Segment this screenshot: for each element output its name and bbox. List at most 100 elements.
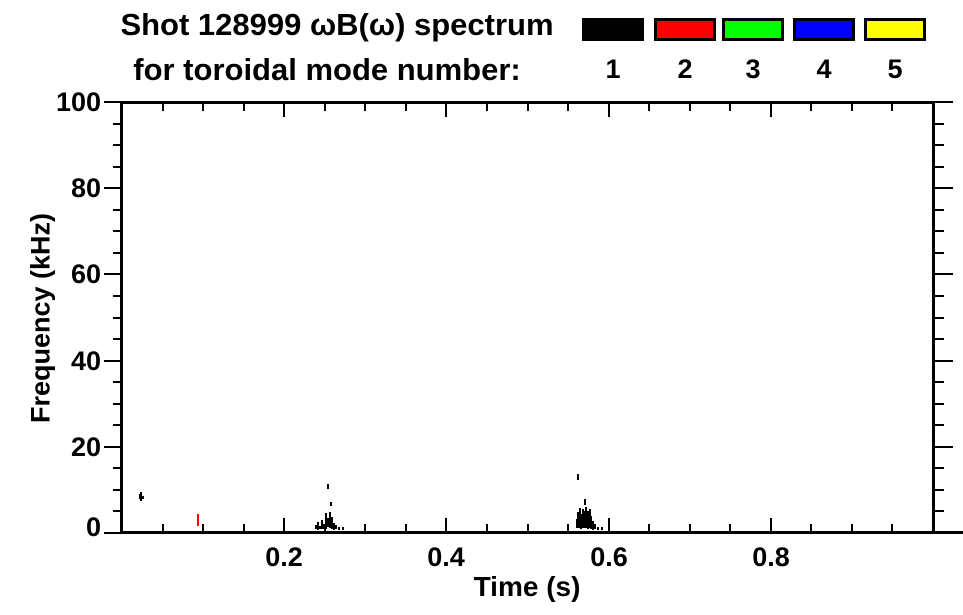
data-mark-n=1 <box>577 512 579 528</box>
axis-line-top <box>120 101 935 104</box>
x-minor-tick-top <box>324 104 326 111</box>
legend-label-2: 2 <box>677 54 693 84</box>
y-major-tick <box>104 273 122 275</box>
x-minor-tick-top <box>162 104 164 111</box>
y-minor-tick-right <box>935 510 944 512</box>
data-mark-n=1 <box>585 507 587 528</box>
y-minor-tick <box>113 144 122 146</box>
axis-line-right <box>932 101 935 534</box>
data-mark-n=1 <box>329 512 331 528</box>
chart-title-line2: for toroidal mode number: <box>133 52 521 87</box>
x-minor-tick <box>405 524 407 531</box>
data-mark-n=1 <box>325 513 327 529</box>
data-mark-n=1 <box>590 516 592 529</box>
y-minor-tick-right <box>935 381 944 383</box>
legend-swatch-3 <box>722 18 784 41</box>
x-minor-tick <box>567 524 569 531</box>
x-tick-label-0.2: 0.2 <box>265 542 303 572</box>
legend-label-1: 1 <box>605 54 621 84</box>
x-minor-tick <box>729 524 731 531</box>
data-mark-n=1 <box>592 521 594 530</box>
y-minor-tick <box>113 295 122 297</box>
x-minor-tick <box>162 524 164 531</box>
x-tick-label-0.8: 0.8 <box>752 542 790 572</box>
y-minor-tick <box>113 489 122 491</box>
y-minor-tick-right <box>935 424 944 426</box>
data-mark-n=1 <box>577 474 579 480</box>
x-minor-tick-top <box>891 104 893 111</box>
data-mark-n=1 <box>142 496 144 499</box>
x-minor-tick-top <box>486 104 488 111</box>
y-tick-label-60: 60 <box>70 259 101 289</box>
x-tick-label-0.6: 0.6 <box>590 542 628 572</box>
y-minor-tick-right <box>935 489 944 491</box>
x-major-tick <box>283 518 285 531</box>
x-major-tick-top <box>608 104 610 117</box>
y-major-tick-right <box>935 446 953 448</box>
data-mark-n=1 <box>323 524 325 529</box>
data-mark-n=1 <box>587 511 589 529</box>
y-major-tick-right <box>935 532 953 534</box>
data-mark-n=1 <box>330 502 332 506</box>
y-tick-label-100: 100 <box>55 87 101 117</box>
data-mark-n=1 <box>597 527 599 530</box>
x-minor-tick-top <box>364 104 366 111</box>
x-major-tick-top <box>770 104 772 117</box>
x-minor-tick-top <box>851 104 853 111</box>
y-minor-tick <box>113 123 122 125</box>
data-mark-n=1 <box>601 527 603 530</box>
x-minor-tick-top <box>567 104 569 111</box>
y-minor-tick-right <box>935 403 944 405</box>
x-major-tick <box>608 518 610 531</box>
legend-label-3: 3 <box>745 54 761 84</box>
y-minor-tick <box>113 166 122 168</box>
x-minor-tick <box>810 524 812 531</box>
data-mark-n=1 <box>327 484 329 489</box>
x-minor-tick <box>243 524 245 531</box>
data-mark-n=1 <box>140 492 142 501</box>
y-tick-label-80: 80 <box>70 173 101 203</box>
x-axis-title: Time (s) <box>473 571 581 602</box>
y-minor-tick <box>113 381 122 383</box>
x-minor-tick <box>648 524 650 531</box>
y-minor-tick-right <box>935 467 944 469</box>
y-major-tick <box>104 187 122 189</box>
x-minor-tick <box>851 524 853 531</box>
y-minor-tick <box>113 403 122 405</box>
data-mark-n=1 <box>582 509 584 528</box>
y-minor-tick-right <box>935 230 944 232</box>
y-minor-tick <box>113 424 122 426</box>
data-mark-n=1 <box>317 522 319 530</box>
y-minor-tick-right <box>935 209 944 211</box>
y-major-tick <box>104 446 122 448</box>
data-mark-n=1 <box>331 517 333 529</box>
x-minor-tick-top <box>689 104 691 111</box>
data-mark-n=1 <box>584 499 586 505</box>
y-major-tick <box>104 101 122 103</box>
x-minor-tick-top <box>202 104 204 111</box>
y-minor-tick <box>113 252 122 254</box>
legend-swatch-5 <box>864 18 926 41</box>
y-minor-tick <box>113 230 122 232</box>
data-mark-n=1 <box>335 525 337 529</box>
y-major-tick <box>104 532 122 534</box>
x-minor-tick-top <box>729 104 731 111</box>
y-major-tick-right <box>935 360 953 362</box>
x-minor-tick-top <box>243 104 245 111</box>
y-minor-tick-right <box>935 295 944 297</box>
y-major-tick-right <box>935 187 953 189</box>
x-minor-tick-top <box>810 104 812 111</box>
data-mark-n=1 <box>333 523 335 530</box>
data-mark-n=1 <box>321 520 323 529</box>
x-minor-tick <box>689 524 691 531</box>
x-tick-label-0.4: 0.4 <box>427 542 465 572</box>
x-minor-tick <box>202 524 204 531</box>
y-minor-tick-right <box>935 338 944 340</box>
x-minor-tick-top <box>405 104 407 111</box>
y-major-tick <box>104 360 122 362</box>
x-minor-tick-top <box>527 104 529 111</box>
y-minor-tick-right <box>935 317 944 319</box>
data-mark-n=1 <box>319 526 321 529</box>
y-major-tick-right <box>935 101 953 103</box>
